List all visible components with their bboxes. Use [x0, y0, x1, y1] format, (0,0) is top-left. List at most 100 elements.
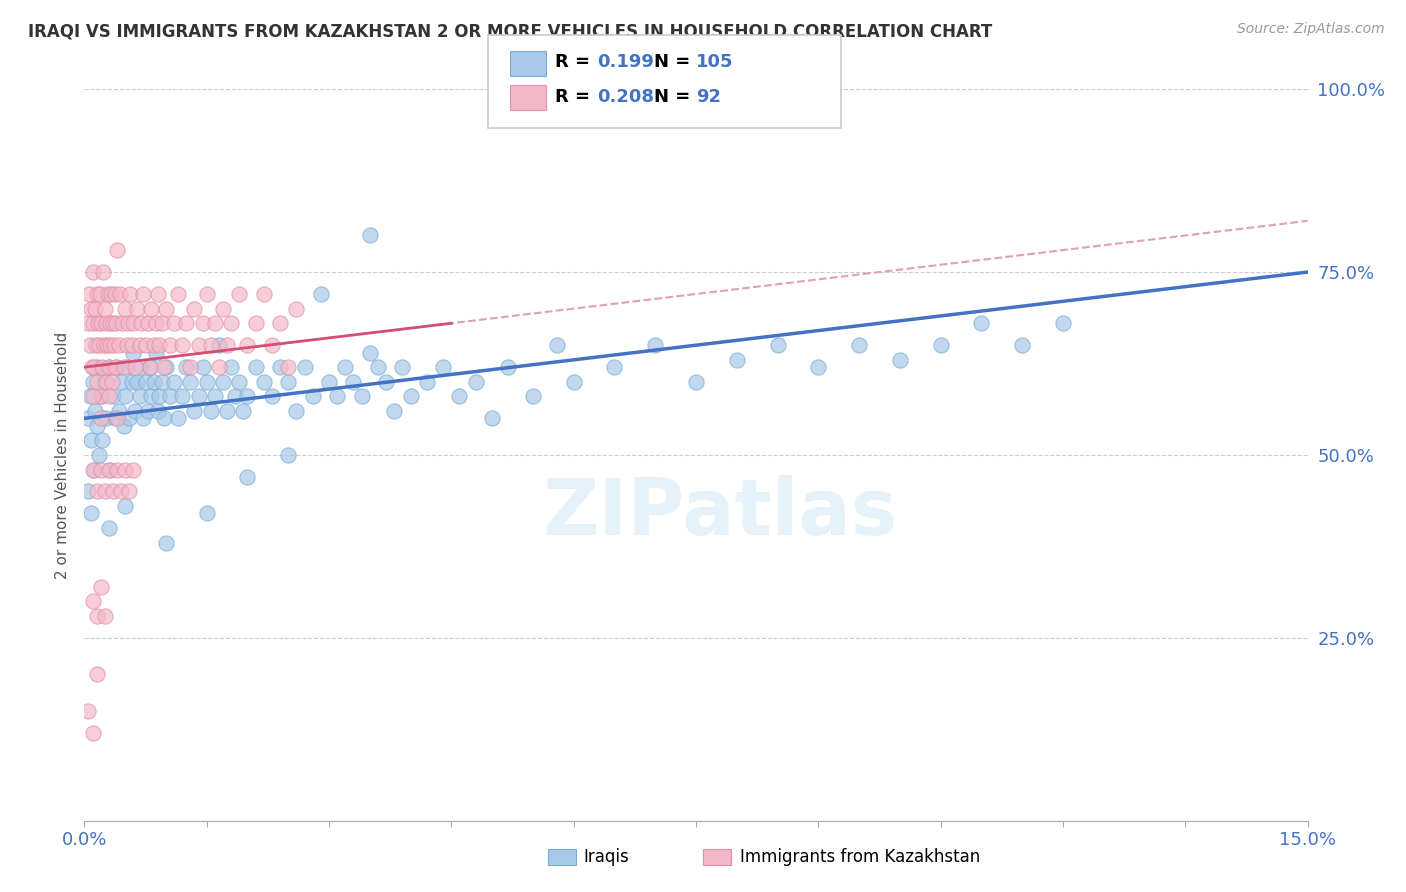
- Point: [115, 360, 138, 375]
- Point: [848, 338, 870, 352]
- Point: [498, 360, 520, 375]
- Point: [114, 462, 136, 476]
- Point: [148, 389, 170, 403]
- Point: [86, 375, 108, 389]
- Point: [118, 484, 141, 499]
- Point: [100, 462, 122, 476]
- Point: [96, 338, 118, 352]
- Point: [172, 338, 194, 352]
- Point: [80, 507, 103, 521]
- Point: [359, 345, 381, 359]
- Point: [228, 287, 250, 301]
- Point: [208, 338, 231, 352]
- Point: [90, 580, 112, 594]
- Point: [342, 375, 364, 389]
- Point: [135, 338, 157, 352]
- Point: [93, 338, 115, 352]
- Point: [90, 389, 112, 403]
- Point: [131, 360, 153, 375]
- Point: [86, 418, 108, 433]
- Point: [110, 375, 132, 389]
- Point: [228, 375, 250, 389]
- Point: [155, 535, 177, 549]
- Point: [121, 338, 143, 352]
- Point: [159, 338, 181, 352]
- Point: [464, 375, 486, 389]
- Point: [97, 360, 120, 375]
- Point: [87, 448, 110, 462]
- Point: [97, 462, 120, 476]
- Point: [191, 316, 214, 330]
- Point: [80, 301, 103, 316]
- Point: [79, 389, 101, 403]
- Point: [301, 389, 323, 403]
- Point: [124, 404, 146, 418]
- Point: [212, 375, 235, 389]
- Text: 0.199: 0.199: [598, 53, 654, 70]
- Point: [191, 360, 214, 375]
- Text: N =: N =: [654, 88, 696, 106]
- Text: N =: N =: [654, 53, 696, 70]
- Point: [135, 375, 157, 389]
- Point: [174, 360, 197, 375]
- Point: [87, 338, 110, 352]
- Point: [118, 411, 141, 425]
- Point: [145, 316, 167, 330]
- Point: [309, 287, 332, 301]
- Point: [101, 484, 124, 499]
- Point: [142, 338, 165, 352]
- Point: [399, 389, 422, 403]
- Point: [146, 404, 169, 418]
- Point: [82, 462, 104, 476]
- Point: [107, 338, 129, 352]
- Point: [929, 338, 952, 352]
- Point: [127, 301, 149, 316]
- Point: [77, 411, 100, 425]
- Point: [269, 360, 291, 375]
- Point: [105, 411, 128, 425]
- Text: IRAQI VS IMMIGRANTS FROM KAZAKHSTAN 2 OR MORE VEHICLES IN HOUSEHOLD CORRELATION : IRAQI VS IMMIGRANTS FROM KAZAKHSTAN 2 OR…: [28, 22, 993, 40]
- Point: [150, 316, 173, 330]
- Point: [138, 360, 160, 375]
- Point: [326, 389, 349, 403]
- Point: [285, 404, 308, 418]
- Point: [97, 389, 120, 403]
- Point: [93, 375, 115, 389]
- Point: [110, 484, 132, 499]
- Point: [86, 484, 108, 499]
- Point: [603, 360, 626, 375]
- Point: [195, 507, 218, 521]
- Point: [219, 360, 242, 375]
- Point: [84, 404, 107, 418]
- Point: [91, 360, 114, 375]
- Point: [103, 338, 125, 352]
- Point: [83, 360, 105, 375]
- Point: [416, 375, 439, 389]
- Point: [91, 265, 114, 279]
- Point: [128, 389, 150, 403]
- Point: [335, 360, 357, 375]
- Text: Source: ZipAtlas.com: Source: ZipAtlas.com: [1237, 22, 1385, 37]
- Point: [136, 404, 159, 418]
- Point: [96, 411, 118, 425]
- Text: Iraqis: Iraqis: [583, 848, 630, 866]
- Point: [122, 462, 145, 476]
- Point: [91, 434, 114, 448]
- Point: [766, 338, 789, 352]
- Point: [84, 338, 107, 352]
- Point: [245, 316, 267, 330]
- Point: [128, 338, 150, 352]
- Point: [187, 389, 209, 403]
- Text: R =: R =: [555, 88, 596, 106]
- Point: [163, 375, 186, 389]
- Point: [101, 316, 124, 330]
- Point: [236, 389, 259, 403]
- Point: [86, 608, 108, 623]
- Point: [107, 404, 129, 418]
- Point: [375, 375, 398, 389]
- Point: [127, 375, 149, 389]
- Point: [163, 316, 186, 330]
- Point: [685, 375, 707, 389]
- Point: [277, 448, 299, 462]
- Point: [187, 338, 209, 352]
